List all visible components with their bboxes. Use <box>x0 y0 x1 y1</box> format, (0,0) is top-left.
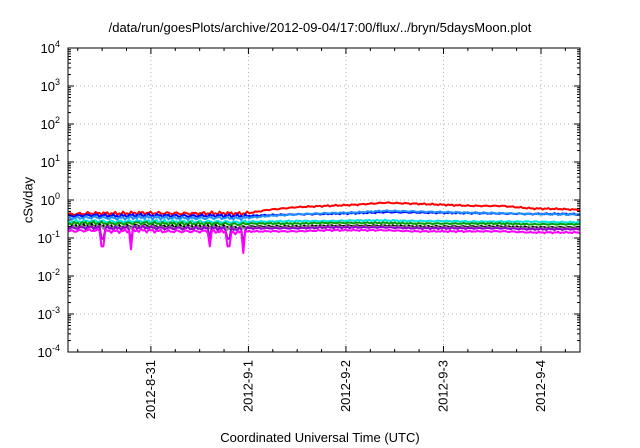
ticks <box>68 47 580 353</box>
x-tick-labels: 2012-8-31 2012-9-1 2012-9-2 2012-9-3 2012-9-… <box>143 360 548 419</box>
y-tick-label: 103 <box>41 77 60 94</box>
series-line-dodgerblue <box>67 209 581 221</box>
y-tick-labels: 10-4 10-3 10-2 10-1 100 101 102 103 104 <box>38 39 60 360</box>
x-tick-label: 2012-9-4 <box>533 360 548 412</box>
series-line-green <box>67 220 581 227</box>
y-axis-label: cSv/day <box>20 176 36 224</box>
series-line-purple <box>67 224 581 247</box>
y-tick-label: 10-2 <box>38 267 60 284</box>
series-group <box>67 201 581 255</box>
series-line-cyan <box>67 218 581 225</box>
chart-title: /data/run/goesPlots/archive/2012-09-04/1… <box>108 20 532 35</box>
x-tick-label: 2012-8-31 <box>143 360 158 419</box>
x-tick-label: 2012-9-3 <box>435 360 450 412</box>
y-tick-label: 10-3 <box>38 305 60 322</box>
x-tick-label: 2012-9-2 <box>338 360 353 412</box>
x-axis-label: Coordinated Universal Time (UTC) <box>220 430 420 445</box>
y-tick-label: 101 <box>41 153 60 170</box>
y-tick-label: 10-1 <box>38 229 60 246</box>
series-line-magenta <box>67 227 581 255</box>
grid <box>68 48 580 352</box>
y-tick-label: 102 <box>41 115 60 132</box>
series-line-red <box>67 201 581 217</box>
y-tick-label: 104 <box>41 39 60 56</box>
y-tick-label: 10-4 <box>38 343 60 360</box>
x-tick-label: 2012-9-1 <box>240 360 255 412</box>
y-tick-label: 100 <box>41 191 60 208</box>
